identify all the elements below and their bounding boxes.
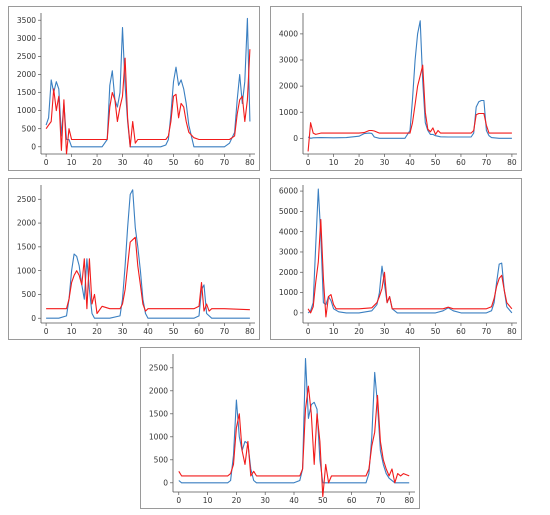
x-tick-label: 70: [482, 158, 492, 167]
y-tick-label: 1000: [17, 266, 36, 275]
y-tick-label: 6000: [279, 187, 298, 196]
x-tick-label: 80: [245, 327, 255, 336]
y-tick-label: 2000: [149, 386, 168, 395]
x-tick-label: 0: [44, 327, 49, 336]
y-tick-label: 0: [293, 308, 298, 317]
y-tick-label: 5000: [279, 207, 298, 216]
x-tick-label: 30: [380, 327, 390, 336]
chart-svg: 0 10 20 30 40 50 60 70 80 0 500 1000 1500 2000 2500: [149, 354, 415, 505]
x-tick-label: 10: [67, 327, 77, 336]
chart-svg: 0 10 20 30 40 50 60 70 80 0 1000 2000 3000 4000 5000 60…: [279, 185, 517, 336]
x-tick-label: 70: [220, 327, 230, 336]
series-line-blue: [178, 358, 410, 484]
x-tick-label: 80: [507, 327, 517, 336]
y-tick-label: 1500: [149, 409, 168, 418]
x-tick-label: 70: [482, 327, 492, 336]
y-tick-label: 3000: [279, 56, 298, 65]
y-tick-label: 1000: [17, 106, 36, 115]
y-tick-label: 500: [22, 290, 37, 299]
y-tick-label: 500: [154, 455, 169, 464]
chart-panel-2: 0 10 20 30 40 50 60 70 80 0 1000 2000 3000 4000: [270, 6, 522, 171]
y-tick-label: 3000: [279, 248, 298, 257]
x-tick-label: 40: [143, 158, 153, 167]
y-tick-label: 0: [31, 314, 36, 323]
y-tick-label: 4000: [279, 227, 298, 236]
x-tick-label: 60: [456, 327, 466, 336]
y-tick-label: 1000: [279, 108, 298, 117]
x-tick-label: 30: [380, 158, 390, 167]
y-tick-label: 1500: [17, 88, 36, 97]
x-tick-label: 60: [347, 496, 357, 505]
x-tick-label: 60: [194, 158, 204, 167]
y-tick-label: 0: [163, 478, 168, 487]
y-tick-label: 500: [22, 124, 37, 133]
y-tick-label: 2500: [149, 363, 168, 372]
x-tick-label: 50: [318, 496, 328, 505]
x-tick-label: 20: [354, 327, 364, 336]
x-tick-label: 20: [354, 158, 364, 167]
chart-svg: 0 10 20 30 40 50 60 70 80 0 500 1000 1500 2000 2500 300…: [17, 13, 255, 167]
x-tick-label: 0: [306, 327, 311, 336]
series-line-blue: [45, 17, 251, 148]
y-tick-label: 4000: [279, 29, 298, 38]
x-tick-label: 50: [431, 327, 441, 336]
chart-svg: 0 10 20 30 40 50 60 70 80 0 1000 2000 3000 4000: [279, 13, 517, 167]
chart-panel-4: 0 10 20 30 40 50 60 70 80 0 1000 2000 3000 4000 5000 60…: [270, 178, 522, 340]
x-tick-label: 10: [329, 158, 339, 167]
y-tick-label: 0: [31, 142, 36, 151]
x-tick-label: 80: [507, 158, 517, 167]
x-tick-label: 30: [118, 327, 128, 336]
x-tick-label: 10: [203, 496, 213, 505]
chart-panel-3: 0 10 20 30 40 50 60 70 80 0 500 1000 1500 2000 2500: [8, 178, 260, 340]
series-line-red: [307, 64, 512, 152]
x-tick-label: 50: [169, 158, 179, 167]
chart-svg: 0 10 20 30 40 50 60 70 80 0 500 1000 1500 2000 2500: [17, 185, 255, 336]
series-line-red: [46, 236, 250, 315]
x-tick-label: 30: [118, 158, 128, 167]
x-tick-label: 70: [376, 496, 386, 505]
chart-panel-1: 0 10 20 30 40 50 60 70 80 0 500 1000 1500 2000 2500 300…: [8, 6, 260, 171]
x-tick-label: 10: [329, 327, 339, 336]
x-tick-label: 60: [456, 158, 466, 167]
y-tick-label: 2500: [17, 52, 36, 61]
series-line-red: [178, 385, 410, 498]
y-tick-label: 2500: [17, 195, 36, 204]
x-tick-label: 20: [92, 158, 102, 167]
x-tick-label: 20: [92, 327, 102, 336]
x-tick-label: 40: [405, 158, 415, 167]
y-tick-label: 2000: [279, 82, 298, 91]
y-tick-label: 2000: [17, 70, 36, 79]
y-tick-label: 0: [293, 134, 298, 143]
x-tick-label: 50: [169, 327, 179, 336]
series-line-blue: [46, 189, 250, 319]
x-tick-label: 10: [67, 158, 77, 167]
x-tick-label: 50: [431, 158, 441, 167]
x-tick-label: 40: [405, 327, 415, 336]
series-line-blue: [307, 188, 513, 314]
x-tick-label: 80: [245, 158, 255, 167]
series-line-red: [307, 218, 513, 318]
x-tick-label: 40: [143, 327, 153, 336]
y-tick-label: 2000: [279, 268, 298, 277]
x-tick-label: 0: [306, 158, 311, 167]
x-tick-label: 70: [220, 158, 230, 167]
x-tick-label: 80: [404, 496, 414, 505]
x-tick-label: 30: [260, 496, 270, 505]
y-tick-label: 3500: [17, 16, 36, 25]
x-tick-label: 0: [176, 496, 181, 505]
x-tick-label: 60: [194, 327, 204, 336]
y-tick-label: 2000: [17, 219, 36, 228]
x-tick-label: 40: [289, 496, 299, 505]
y-tick-label: 1500: [17, 242, 36, 251]
series-line-red: [45, 49, 251, 155]
y-tick-label: 1000: [279, 288, 298, 297]
x-tick-label: 20: [232, 496, 242, 505]
y-tick-label: 3000: [17, 34, 36, 43]
series-line-blue: [307, 20, 512, 139]
x-tick-label: 0: [44, 158, 49, 167]
y-tick-label: 1000: [149, 432, 168, 441]
chart-panel-5: 0 10 20 30 40 50 60 70 80 0 500 1000 1500 2000 2500: [140, 347, 420, 509]
